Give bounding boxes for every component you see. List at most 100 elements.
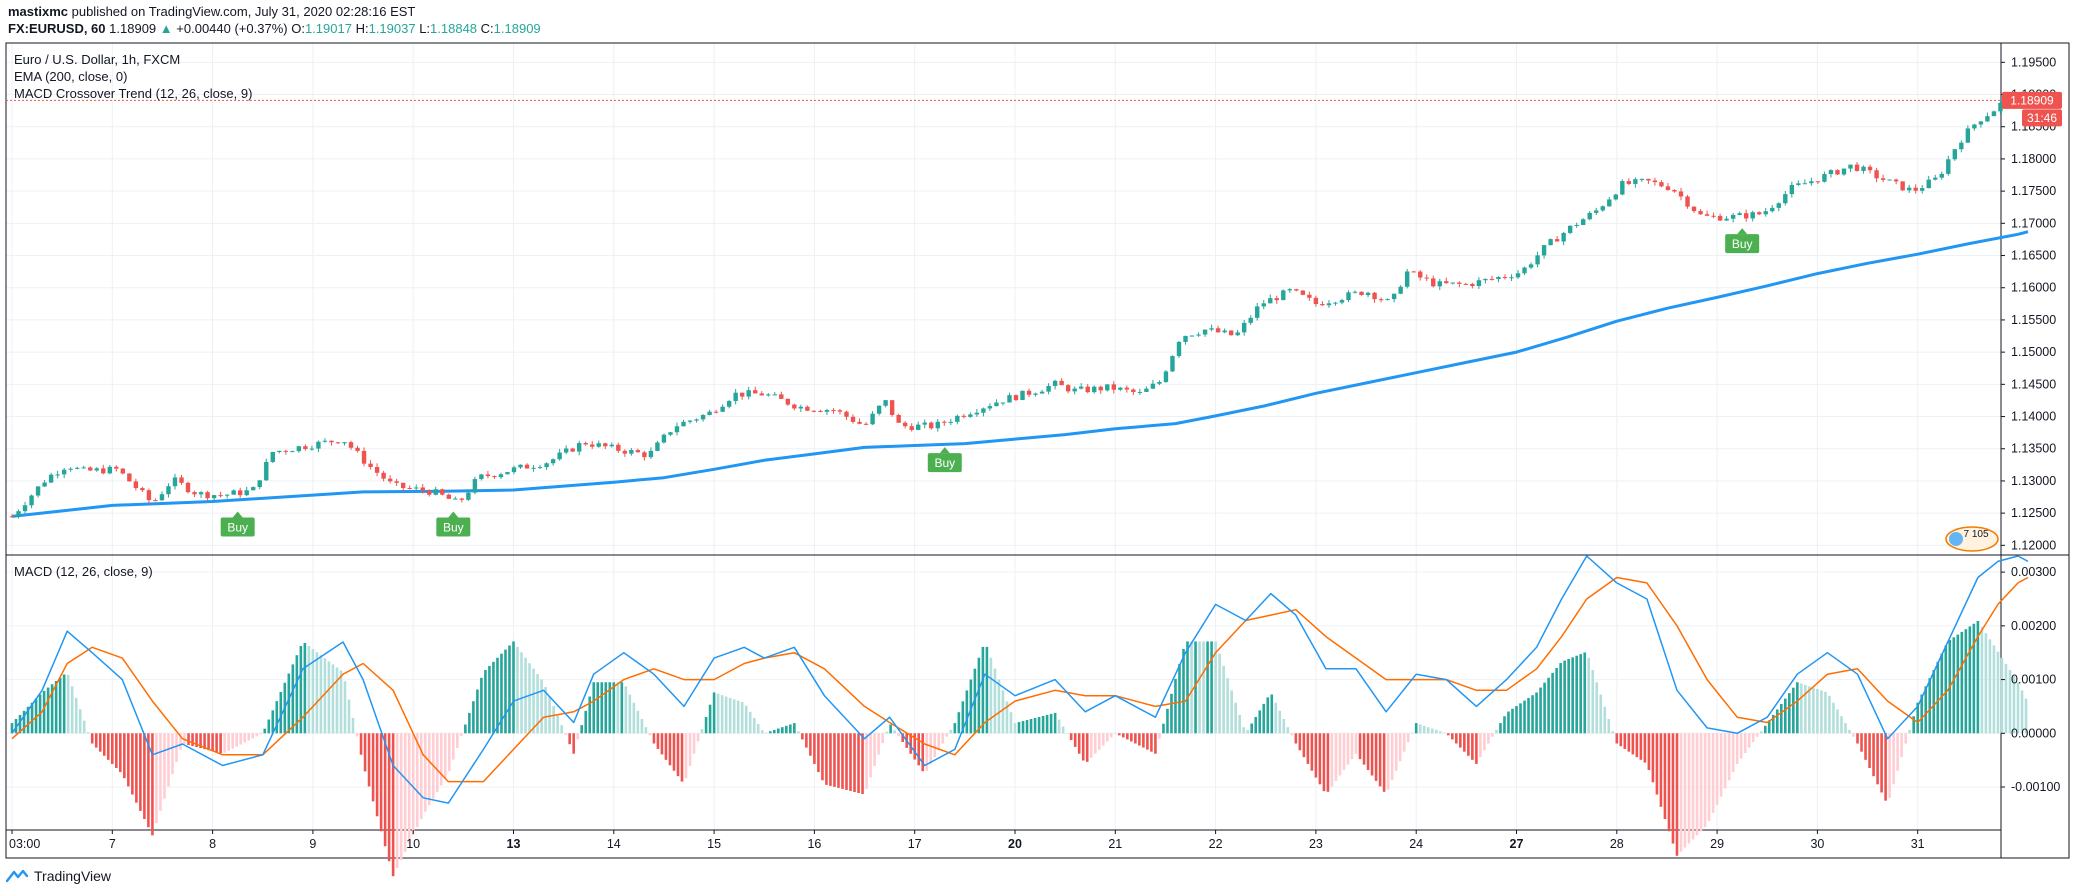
legend-strategy[interactable]: MACD Crossover Trend (12, 26, close, 9) — [14, 86, 252, 101]
tradingview-logo[interactable]: TradingView — [6, 867, 111, 885]
price-axis-label: 1.16500 — [2011, 249, 2056, 263]
macd-histogram-bar — [993, 668, 997, 734]
macd-histogram-bar — [106, 733, 110, 760]
macd-histogram-bar — [668, 733, 672, 766]
candle-body — [1783, 194, 1788, 204]
time-axis-label: 13 — [507, 837, 521, 851]
candle-body — [968, 414, 973, 417]
macd-histogram-bar — [1475, 733, 1478, 764]
candle-body — [146, 490, 152, 501]
macd-histogram-bar — [1788, 693, 1791, 734]
macd-histogram-bar — [1535, 692, 1538, 734]
time-axis-label: 16 — [807, 837, 821, 851]
macd-histogram-bar — [1976, 621, 1980, 734]
macd-histogram-bar — [1061, 726, 1065, 734]
time-axis[interactable]: 03:00 7 8 9 10 13 14 15 16 17 20 21 22 23 24 27 28 29 30 31 — [9, 830, 1925, 851]
macd-histogram-bar — [1892, 733, 1895, 785]
macd-histogram-bar — [1924, 686, 1928, 734]
candle-body — [635, 450, 641, 453]
candle-body — [9, 516, 15, 518]
macd-histogram-bar — [1687, 733, 1691, 844]
legend-ema[interactable]: EMA (200, close, 0) — [14, 69, 127, 84]
macd-histogram-bar — [945, 733, 949, 737]
macd-histogram-bar — [1607, 719, 1611, 734]
macd-histogram-bar — [227, 733, 230, 751]
macd-histogram-bar — [488, 665, 491, 734]
candle-body — [498, 474, 504, 478]
macd-histogram-bar — [1792, 687, 1795, 734]
candle-body — [935, 421, 940, 429]
macd-histogram-bar — [1057, 719, 1061, 734]
macd-histogram-bar — [139, 733, 142, 811]
macd-histogram-bar — [1659, 733, 1663, 807]
legend-symbol-title[interactable]: Euro / U.S. Dollar, 1h, FXCM — [14, 52, 180, 67]
macd-histogram-bar — [2020, 690, 2024, 734]
macd-histogram-bar — [1455, 733, 1458, 744]
macd-histogram-bar — [612, 682, 616, 734]
countdown-badge-bg — [2022, 109, 2062, 127]
macd-histogram-bar — [1832, 702, 1835, 734]
candle-body — [1802, 183, 1808, 185]
macd-histogram-bar — [359, 733, 363, 755]
candle-body — [68, 468, 73, 470]
price-axis[interactable]: 1.195001.190001.185001.180001.175001.170… — [2001, 55, 2056, 552]
macd-histogram-bar — [540, 679, 543, 734]
candle-body — [1313, 297, 1319, 305]
macd-histogram-bar — [1651, 733, 1655, 783]
candle-body — [746, 390, 751, 397]
macd-histogram-bar — [1623, 733, 1627, 749]
macd-histogram-bar — [1065, 733, 1069, 734]
candle-body — [531, 467, 536, 469]
macd-histogram-bar — [1017, 722, 1021, 734]
candle-body — [1828, 170, 1834, 175]
candle-body — [1144, 388, 1149, 392]
candle-body — [870, 413, 875, 425]
macd-histogram-bar — [1326, 733, 1330, 792]
time-axis-label: 20 — [1008, 837, 1022, 851]
candle-body — [642, 452, 647, 458]
candle-body — [1587, 212, 1592, 220]
candle-body — [211, 495, 217, 499]
macd-histogram-bar — [287, 673, 291, 734]
macd-histogram-bar — [464, 724, 467, 734]
macd-histogram-bar — [764, 732, 768, 734]
macd-histogram-bar — [1226, 678, 1229, 734]
macd-axis[interactable]: 0.00300 0.00200 0.00100 0.00000 -0.00100 — [2001, 565, 2060, 794]
macd-histogram-bar — [1362, 733, 1366, 765]
macd-histogram-bar — [1908, 729, 1911, 734]
macd-histogram-bar — [1406, 733, 1410, 743]
candle-body — [1489, 278, 1495, 280]
author-name[interactable]: mastixmc — [8, 4, 68, 19]
candle-body — [681, 421, 686, 427]
candle-body — [1261, 303, 1266, 307]
candle-body — [1105, 384, 1110, 391]
macd-histogram-bar — [151, 733, 154, 836]
candle-body — [127, 473, 132, 482]
macd-histogram-bar — [712, 692, 716, 734]
macd-histogram-bar — [748, 711, 752, 734]
buy-signal-label-bg — [220, 517, 255, 537]
macd-histogram-bar — [1202, 641, 1205, 734]
macd-axis-label: -0.00100 — [2011, 780, 2060, 794]
macd-histogram-bar — [1302, 733, 1306, 758]
macd-histogram-bar — [1194, 641, 1197, 734]
candle-body — [1202, 329, 1208, 335]
macd-histogram-bar — [845, 733, 848, 790]
candle-body — [1274, 298, 1279, 301]
macd-histogram-bar — [536, 674, 539, 734]
macd-histogram-bar — [14, 719, 18, 734]
macd-histogram-bar — [1037, 716, 1041, 734]
macd-histogram-bar — [1318, 733, 1322, 785]
macd-histogram-bar — [640, 719, 644, 734]
macd-histogram-bar — [692, 733, 696, 754]
candle-body — [994, 402, 999, 407]
candle-body — [140, 488, 145, 491]
macd-histogram-bar — [1775, 709, 1779, 734]
macd-histogram-bar — [1816, 689, 1819, 734]
macd-histogram-bar — [1587, 657, 1591, 734]
legend-macd[interactable]: MACD (12, 26, close, 9) — [14, 564, 153, 579]
macd-histogram-bar — [30, 702, 34, 734]
time-axis-label: 28 — [1610, 837, 1624, 851]
macd-histogram-bar — [1053, 712, 1057, 734]
